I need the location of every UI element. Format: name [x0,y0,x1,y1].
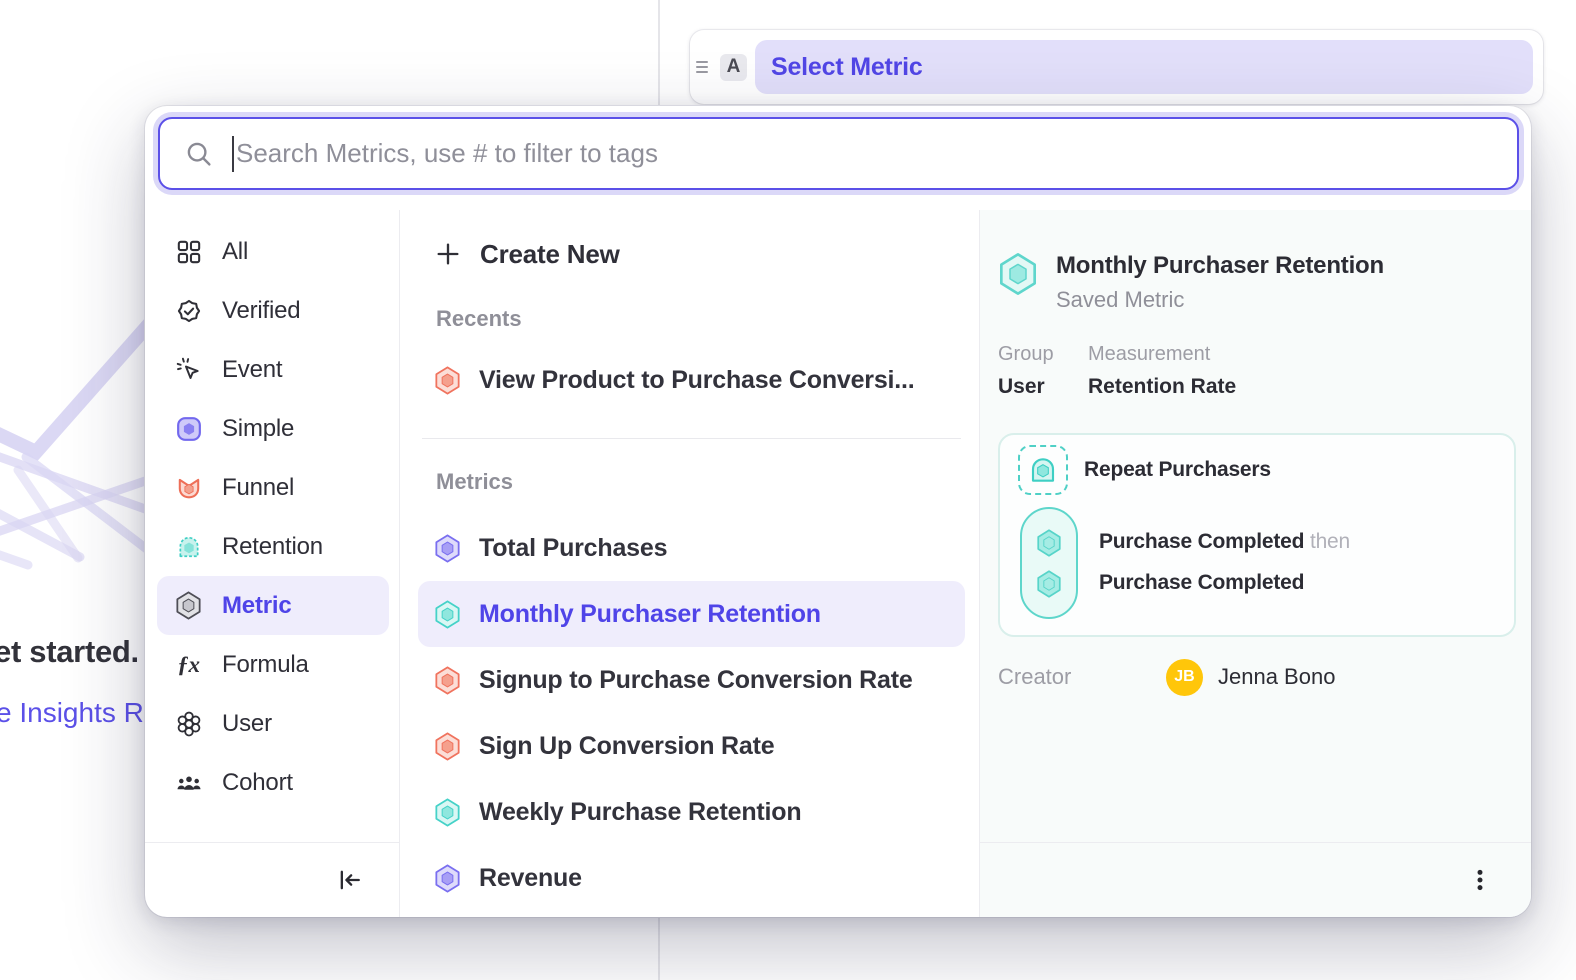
recents-section-label: Recents [436,306,522,331]
sidebar-item-formula[interactable]: ƒx Formula [157,635,389,694]
sidebar-item-label: All [222,237,249,265]
metric-list-item[interactable]: Weekly Purchase Retention [418,779,965,845]
metric-query-bar: A Select Metric [690,30,1543,104]
metric-item-label: Weekly Purchase Retention [479,797,802,826]
grid-icon [175,238,202,265]
sidebar-item-label: Retention [222,532,323,560]
metric-list-item[interactable]: View Product to Purchase Conversi... [418,348,965,412]
retention-icon [175,533,202,560]
funnel-icon [175,474,202,501]
detail-title: Monthly Purchaser Retention [1056,252,1384,279]
verified-badge-icon [175,297,202,324]
search-box[interactable] [158,117,1519,190]
sidebar-item-all[interactable]: All [157,222,389,281]
cohort-icon [175,769,202,796]
then-connector: then [1309,530,1351,553]
metric-hexagon-icon [175,592,202,619]
event-sequence-capsule [1020,507,1078,619]
metric-list-item[interactable]: Sign Up Conversion Rate [418,713,965,779]
measurement-value: Retention Rate [1088,375,1237,398]
metric-list-item-selected[interactable]: Monthly Purchaser Retention [418,581,965,647]
creator-avatar: JB [1166,658,1203,696]
saved-metric-hexagon-icon [998,252,1038,296]
detail-subtitle: Saved Metric [1056,287,1185,312]
sidebar-item-label: Formula [222,650,309,678]
detail-meta: Group User Measurement Retention Rate [996,343,1515,399]
metric-list-item[interactable]: Revenue [418,845,965,911]
series-letter-badge: A [720,53,747,81]
metric-item-label: Signup to Purchase Conversion Rate [479,665,913,694]
sidebar-item-user[interactable]: User [157,694,389,753]
metric-list-item[interactable]: Signup to Purchase Conversion Rate [418,647,965,713]
funnel-metric-hexagon-icon [434,666,461,695]
group-label: Group [998,343,1054,365]
sidebar-footer [145,842,399,917]
formula-icon: ƒx [177,651,200,677]
creator-row: Creator JB Jenna Bono [996,657,1515,697]
sidebar-item-label: Funnel [222,473,295,501]
event-hexagon-icon [1036,570,1062,598]
sidebar-item-label: Metric [222,591,292,619]
metric-item-label: Revenue [479,863,582,892]
definition-step-2: Purchase Completed [1099,571,1305,594]
detail-footer [980,842,1531,917]
sidebar-item-event[interactable]: Event [157,340,389,399]
detail-header: Monthly Purchaser Retention Saved Metric [996,252,1515,313]
user-cluster-icon [175,710,202,737]
metric-item-label: Sign Up Conversion Rate [479,731,775,760]
group-value: User [998,375,1045,398]
metric-item-label: Total Purchases [479,533,668,562]
sidebar-item-label: Cohort [222,768,293,796]
background-insights-link[interactable]: e Insights Re [0,697,160,728]
creator-name: Jenna Bono [1218,664,1336,689]
retention-definition-icon [1018,445,1068,495]
create-new-button[interactable]: Create New [418,226,965,282]
sidebar-item-verified[interactable]: Verified [157,281,389,340]
search-icon [187,142,211,166]
sidebar-item-simple[interactable]: Simple [157,399,389,458]
more-options-button[interactable] [1463,863,1497,897]
retention-metric-hexagon-icon [434,798,461,827]
event-metric-hexagon-icon [434,534,461,563]
funnel-metric-hexagon-icon [434,366,461,395]
sidebar-item-label: Event [222,355,283,383]
sidebar-item-funnel[interactable]: Funnel [157,458,389,517]
text-caret [232,135,234,172]
plus-icon [437,243,459,265]
background-heading-fragment: et started. [0,634,139,669]
simple-metric-icon [175,415,202,442]
funnel-metric-hexagon-icon [434,732,461,761]
metric-item-label: View Product to Purchase Conversi... [479,365,915,394]
definition-step-1: Purchase Completed then [1099,530,1351,553]
event-hexagon-icon [1036,529,1062,557]
search-input[interactable] [236,138,1493,169]
metric-list-item[interactable]: Total Purchases [418,515,965,581]
metric-item-label: Monthly Purchaser Retention [479,599,821,628]
sidebar-item-label: User [222,709,272,737]
retention-metric-hexagon-icon [434,600,461,629]
select-metric-label: Select Metric [771,52,923,81]
drag-handle-icon[interactable] [696,58,714,76]
select-metric-dropdown[interactable]: Select Metric [755,40,1533,94]
event-metric-hexagon-icon [434,864,461,893]
sidebar-item-label: Simple [222,414,295,442]
sidebar-item-metric[interactable]: Metric [157,576,389,635]
collapse-sidebar-button[interactable] [333,863,367,897]
metric-picker-modal: All Verified [145,106,1531,917]
definition-name: Repeat Purchasers [1084,458,1271,481]
measurement-label: Measurement [1088,343,1211,365]
list-divider [422,438,961,439]
cursor-click-icon [175,356,202,383]
metric-detail-panel: Monthly Purchaser Retention Saved Metric… [979,210,1531,917]
metric-list: Create New Recents View Product to Purch… [400,210,979,917]
metrics-section-label: Metrics [436,469,514,494]
type-filter-sidebar: All Verified [145,210,400,917]
sidebar-item-label: Verified [222,296,301,324]
decorative-chart-lines [0,316,150,570]
sidebar-item-cohort[interactable]: Cohort [157,753,389,812]
sidebar-item-retention[interactable]: Retention [157,517,389,576]
metric-definition-card: Repeat Purchasers Purchase Completed the… [998,433,1516,637]
creator-label: Creator [998,664,1072,689]
